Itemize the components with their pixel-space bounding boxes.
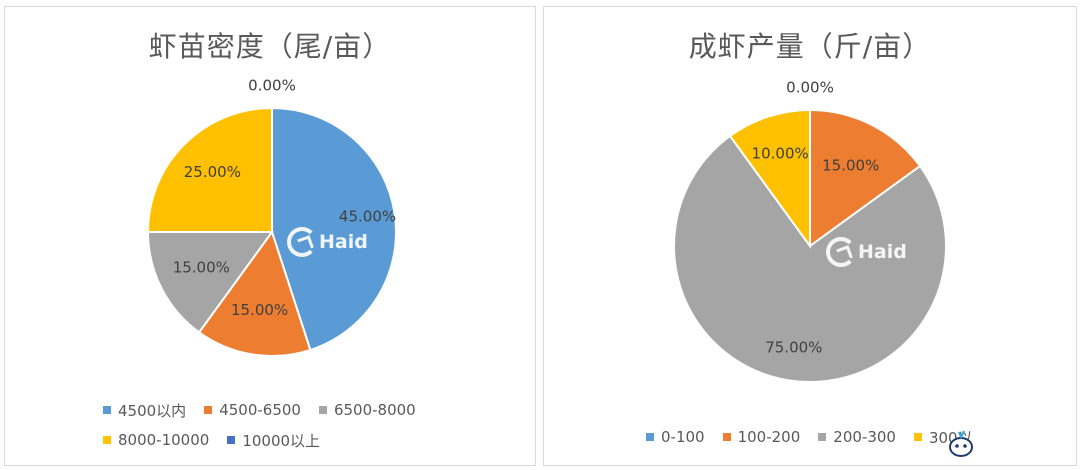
watermark: Haid	[826, 237, 907, 267]
chart-panel-yield: 成虾产量（斤/亩） 0.00% 15.00% 75.00% 10.00% Haid 0…	[543, 6, 1077, 466]
pie-slice-2	[146, 231, 274, 334]
legend-swatch	[227, 436, 236, 444]
legend-item: 6500-8000	[318, 401, 416, 419]
watermark-text: Haid	[858, 241, 907, 263]
legend-label: 0-100	[661, 428, 705, 446]
legend-swatch	[103, 436, 111, 444]
chart-title: 虾苗密度（尾/亩）	[148, 30, 392, 63]
data-label-2: 15.00%	[173, 259, 230, 277]
data-label-0: 45.00%	[339, 207, 396, 225]
watermark: Haid	[287, 227, 368, 257]
legend-label: 4500-6500	[219, 401, 301, 419]
data-label-4: 0.00%	[248, 77, 296, 95]
legend-item: 10000以上	[227, 430, 320, 451]
legend-swatch	[722, 433, 731, 441]
data-label-2: 75.00%	[765, 339, 822, 357]
data-label-3: 25.00%	[184, 163, 241, 181]
haid-logo-icon	[287, 227, 317, 257]
legend-item: 4500-6500	[204, 401, 301, 419]
legend-swatch	[103, 406, 111, 414]
chart-title: 成虾产量（斤/亩）	[688, 30, 932, 63]
legend-label: 200-300	[833, 428, 896, 446]
haid-logo-icon	[826, 237, 856, 267]
legend-label: 6500-8000	[333, 401, 416, 419]
pie-slice-0	[271, 106, 397, 352]
legend: 4500以内 4500-6500 6500-8000 8000-10000 10…	[103, 395, 434, 455]
legend-item: 4500以内	[103, 400, 186, 421]
legend-label: 4500以内	[118, 401, 187, 420]
legend-swatch	[204, 406, 213, 414]
pie-slice-3	[728, 108, 811, 250]
legend-swatch	[913, 433, 922, 441]
pie-slice-3	[146, 106, 273, 233]
legend-label: 10000以上	[242, 431, 321, 450]
legend-swatch	[818, 433, 827, 441]
legend-swatch	[646, 433, 654, 441]
legend-item: 100-200	[722, 428, 801, 446]
data-label-1: 15.00%	[822, 157, 879, 175]
pie-slice-2	[673, 134, 947, 383]
data-label-1: 15.00%	[231, 301, 288, 319]
legend-swatch	[318, 406, 327, 414]
legend-item: 200-300	[818, 428, 896, 446]
pie-chart-yield: 0.00% 15.00% 75.00% 10.00%	[673, 79, 947, 383]
chart-panel-density: 虾苗密度（尾/亩） 45.00% 15.00% 15.00% 25.00% 0.00% …	[4, 6, 536, 466]
pie-slice-1	[197, 229, 312, 357]
pie-slice-1	[809, 108, 922, 248]
legend-label: 8000-10000	[118, 431, 210, 449]
legend-item: 8000-10000	[103, 431, 209, 449]
legend-item: 0-100	[646, 428, 705, 446]
legend: 0-100 100-200 200-300 300以	[646, 422, 991, 452]
watermark-text: Haid	[319, 231, 368, 253]
data-label-3: 10.00%	[752, 145, 809, 163]
cartoon-mascot-icon	[949, 430, 973, 457]
legend-label: 100-200	[737, 428, 801, 446]
pie-chart-density: 45.00% 15.00% 15.00% 25.00% 0.00%	[146, 77, 397, 357]
data-label-0: 0.00%	[786, 79, 834, 97]
